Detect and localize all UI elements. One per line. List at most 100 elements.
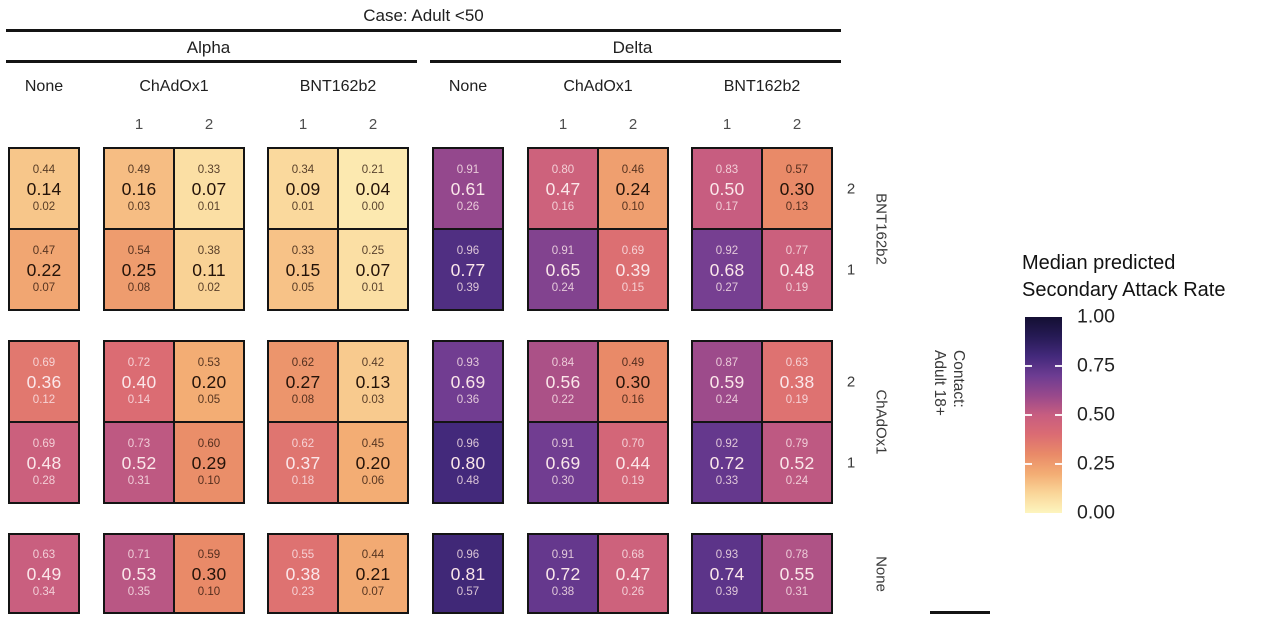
legend-tick-mark bbox=[1025, 365, 1032, 367]
vaccine-column-label: BNT162b2 bbox=[723, 78, 801, 95]
legend-title-line1: Median predicted bbox=[1022, 252, 1176, 274]
vaccine-column-label: None bbox=[24, 78, 64, 95]
cell-upper-value: 0.77 bbox=[785, 244, 809, 257]
vaccine-column-label: BNT162b2 bbox=[299, 78, 377, 95]
cell-upper-value: 0.68 bbox=[621, 548, 645, 561]
cell-median-value: 0.52 bbox=[121, 452, 157, 473]
heatmap-cell: 0.91 0.61 0.26 bbox=[432, 147, 504, 230]
heatmap-cell: 0.42 0.13 0.03 bbox=[337, 340, 409, 423]
heatmap-cell: 0.93 0.69 0.36 bbox=[432, 340, 504, 423]
cell-upper-value: 0.57 bbox=[785, 163, 809, 176]
contact-dose-label: 2 bbox=[846, 180, 856, 197]
heatmap-cell: 0.93 0.74 0.39 bbox=[691, 533, 763, 614]
cell-upper-value: 0.73 bbox=[127, 437, 151, 450]
heatmap-cell: 0.87 0.59 0.24 bbox=[691, 340, 763, 423]
heatmap-cell: 0.69 0.36 0.12 bbox=[8, 340, 80, 423]
cell-upper-value: 0.91 bbox=[551, 548, 575, 561]
heatmap-cell: 0.96 0.77 0.39 bbox=[432, 228, 504, 311]
cell-upper-value: 0.96 bbox=[456, 548, 480, 561]
cell-upper-value: 0.46 bbox=[621, 163, 645, 176]
cell-upper-value: 0.84 bbox=[551, 356, 575, 369]
cell-median-value: 0.61 bbox=[450, 178, 486, 199]
cell-lower-value: 0.01 bbox=[197, 200, 221, 213]
vaccine-column-label: None bbox=[448, 78, 488, 95]
cell-upper-value: 0.91 bbox=[551, 244, 575, 257]
cell-median-value: 0.72 bbox=[545, 563, 581, 584]
cell-median-value: 0.69 bbox=[545, 452, 581, 473]
contact-dose-label: 2 bbox=[846, 373, 856, 390]
cell-lower-value: 0.05 bbox=[197, 393, 221, 406]
cell-upper-value: 0.92 bbox=[715, 437, 739, 450]
cell-lower-value: 0.14 bbox=[127, 393, 151, 406]
cell-lower-value: 0.35 bbox=[127, 585, 151, 598]
cell-upper-value: 0.80 bbox=[551, 163, 575, 176]
heatmap-cell: 0.92 0.72 0.33 bbox=[691, 421, 763, 504]
cell-median-value: 0.39 bbox=[615, 259, 651, 280]
cell-median-value: 0.53 bbox=[121, 563, 157, 584]
cell-lower-value: 0.39 bbox=[456, 281, 480, 294]
heatmap-cell: 0.72 0.40 0.14 bbox=[103, 340, 175, 423]
legend-tick-label: 0.25 bbox=[1077, 452, 1115, 475]
bottom-axis-segment bbox=[930, 611, 990, 614]
heatmap-cell: 0.34 0.09 0.01 bbox=[267, 147, 339, 230]
cell-upper-value: 0.91 bbox=[456, 163, 480, 176]
heatmap-cell: 0.71 0.53 0.35 bbox=[103, 533, 175, 614]
heatmap-cell: 0.33 0.15 0.05 bbox=[267, 228, 339, 311]
cell-median-value: 0.65 bbox=[545, 259, 581, 280]
cell-median-value: 0.74 bbox=[709, 563, 745, 584]
contact-axis-title-line1: Contact: bbox=[950, 350, 967, 408]
cell-median-value: 0.36 bbox=[26, 371, 62, 392]
heatmap-cell: 0.63 0.49 0.34 bbox=[8, 533, 80, 614]
variant-rule-delta bbox=[430, 60, 841, 63]
cell-lower-value: 0.26 bbox=[456, 200, 480, 213]
heatmap-cell: 0.91 0.65 0.24 bbox=[527, 228, 599, 311]
cell-lower-value: 0.38 bbox=[551, 585, 575, 598]
cell-upper-value: 0.62 bbox=[291, 437, 315, 450]
cell-lower-value: 0.17 bbox=[715, 200, 739, 213]
heatmap-cell: 0.33 0.07 0.01 bbox=[173, 147, 245, 230]
heatmap-cell: 0.69 0.48 0.28 bbox=[8, 421, 80, 504]
heatmap-cell: 0.91 0.72 0.38 bbox=[527, 533, 599, 614]
cell-upper-value: 0.49 bbox=[621, 356, 645, 369]
cell-lower-value: 0.10 bbox=[197, 474, 221, 487]
legend-tick-mark bbox=[1055, 414, 1062, 416]
cell-median-value: 0.07 bbox=[191, 178, 227, 199]
cell-median-value: 0.14 bbox=[26, 178, 62, 199]
cell-lower-value: 0.24 bbox=[715, 393, 739, 406]
legend-tick-label: 0.00 bbox=[1077, 501, 1115, 524]
cell-median-value: 0.44 bbox=[615, 452, 651, 473]
cell-median-value: 0.59 bbox=[709, 371, 745, 392]
cell-lower-value: 0.34 bbox=[32, 585, 56, 598]
heatmap-cell: 0.44 0.21 0.07 bbox=[337, 533, 409, 614]
legend-tick-mark bbox=[1055, 365, 1062, 367]
dose-column-label: 2 bbox=[204, 116, 214, 133]
cell-median-value: 0.13 bbox=[355, 371, 391, 392]
cell-median-value: 0.69 bbox=[450, 371, 486, 392]
cell-median-value: 0.24 bbox=[615, 178, 651, 199]
cell-upper-value: 0.96 bbox=[456, 244, 480, 257]
cell-lower-value: 0.07 bbox=[361, 585, 385, 598]
heatmap-cell: 0.70 0.44 0.19 bbox=[597, 421, 669, 504]
cell-median-value: 0.56 bbox=[545, 371, 581, 392]
contact-dose-label: 1 bbox=[846, 261, 856, 278]
heatmap-cell: 0.57 0.30 0.13 bbox=[761, 147, 833, 230]
cell-upper-value: 0.25 bbox=[361, 244, 385, 257]
cell-median-value: 0.07 bbox=[355, 259, 391, 280]
cell-lower-value: 0.13 bbox=[785, 200, 809, 213]
contact-dose-label: 1 bbox=[846, 454, 856, 471]
heatmap-cell: 0.47 0.22 0.07 bbox=[8, 228, 80, 311]
cell-upper-value: 0.33 bbox=[291, 244, 315, 257]
heatmap-cell: 0.46 0.24 0.10 bbox=[597, 147, 669, 230]
heatmap-cell: 0.92 0.68 0.27 bbox=[691, 228, 763, 311]
variant-label-alpha: Alpha bbox=[186, 38, 231, 57]
cell-upper-value: 0.49 bbox=[127, 163, 151, 176]
cell-median-value: 0.80 bbox=[450, 452, 486, 473]
cell-median-value: 0.20 bbox=[191, 371, 227, 392]
cell-lower-value: 0.39 bbox=[715, 585, 739, 598]
cell-lower-value: 0.05 bbox=[291, 281, 315, 294]
contact-vaccine-label: BNT162b2 bbox=[872, 193, 890, 265]
dose-column-label: 1 bbox=[134, 116, 144, 133]
cell-median-value: 0.48 bbox=[26, 452, 62, 473]
legend-tick-mark bbox=[1025, 414, 1032, 416]
heatmap-cell: 0.69 0.39 0.15 bbox=[597, 228, 669, 311]
